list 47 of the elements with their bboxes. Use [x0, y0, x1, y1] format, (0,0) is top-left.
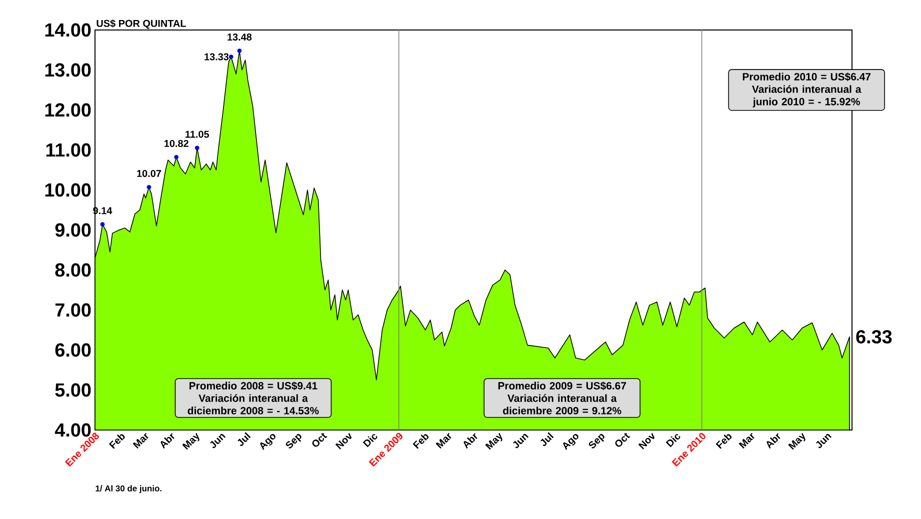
y-tick-label: 9.00 [55, 223, 91, 237]
x-tick-label: Abr [464, 433, 478, 449]
x-tick-label: Sep [588, 434, 604, 448]
x-tick-label: Mar [436, 432, 452, 449]
x-tick-label: Mar [132, 432, 148, 449]
annotation: Promedio 2010 = US$6.47 Variación interanual a junio 2010 = - 15.92% [742, 72, 871, 108]
x-tick-label: Ago [563, 434, 578, 450]
annotation: 13.48 [228, 34, 252, 41]
x-tick-label: Feb [412, 434, 429, 449]
y-tick-label: 12.00 [45, 103, 91, 117]
y-tick-label: 6.00 [55, 343, 91, 357]
x-tick-label: Oct [312, 432, 328, 447]
annotation: 6.33 [856, 330, 892, 344]
annotation: 10.82 [164, 140, 188, 147]
x-tick-label: May [788, 432, 806, 450]
y-tick-label: 13.00 [45, 63, 91, 77]
y-tick-label: 10.00 [45, 183, 91, 197]
y-tick-label: 7.00 [55, 303, 91, 317]
x-tick-label: May [485, 432, 502, 450]
y-tick-label: 8.00 [55, 263, 91, 277]
x-tick-label: Mar [738, 432, 754, 449]
x-tick-label: Sep [286, 434, 302, 448]
x-tick-label: Dic [362, 434, 378, 448]
y-tick-label: 11.00 [46, 143, 91, 157]
annotation: 13.33 [204, 53, 229, 60]
y-tick-label: 5.00 [55, 383, 91, 397]
annotation: 11.05 [186, 130, 210, 138]
x-tick-label: Feb [108, 434, 125, 449]
x-tick-label: Jun [816, 434, 832, 448]
x-tick-label: Abr [160, 433, 174, 449]
y-tick-label: 14.00 [45, 23, 91, 37]
text: 1/ Al 30 de junio. [96, 485, 162, 494]
x-tick-label: Ago [260, 434, 276, 450]
x-tick-label: Oct [615, 432, 630, 447]
x-tick-label: Jul [540, 432, 554, 446]
x-tick-label: Dic [666, 434, 680, 448]
x-tick-label: Nov [335, 432, 352, 450]
annotation: 10.07 [137, 170, 161, 177]
x-tick-label: Jul [238, 432, 251, 446]
x-tick-label: Abr [766, 433, 780, 449]
x-tick-label: Jun [513, 434, 529, 448]
y-axis-title: US$ POR QUINTAL [96, 19, 186, 29]
x-tick-label: Nov [638, 432, 655, 450]
annotation: Promedio 2008 = US$9.41 Variación interanual a diciembre 2008 = - 14.53% [188, 382, 319, 414]
annotation: Promedio 2009 = US$6.67 Variación interanual a diciembre 2009 = 9.12% [498, 382, 626, 414]
x-tick-label: Jun [210, 434, 226, 448]
x-tick-label: Feb [716, 434, 732, 449]
